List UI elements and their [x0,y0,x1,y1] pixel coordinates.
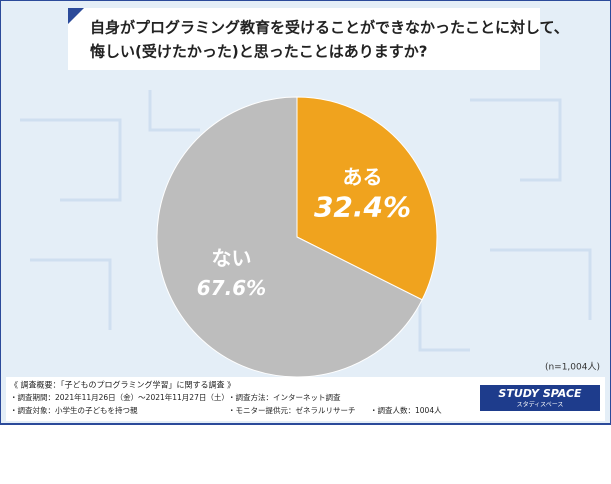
slice-value-label: 32.4% [314,191,411,224]
title-corner [68,8,84,24]
circuit-pattern [20,90,592,352]
footer-item: ・調査方法：インターネット調査 [228,392,341,402]
footer-heading: 《 調査概要：「子どものプログラミング学習」に関する調査 》 [10,380,235,390]
footer-item: ・調査対象：小学生の子どもを持つ親 [10,405,138,415]
footer-item: ・調査期間：2021年11月26日（金）～2021年11月27日（土） [10,392,229,402]
pie-slice [156,96,423,378]
chart-title-line: 悔しい(受けたかった)と思ったことはありますか? [90,43,427,61]
footer-item: ・モニター提供元：ゼネラルリサーチ [228,405,356,415]
logo-kana: スタディスペース [517,401,564,409]
slice-value-label: 67.6% [197,276,266,300]
sample-note: (n=1,004人) [545,362,600,373]
footer-item: ・調査人数：1004人 [370,405,442,415]
logo-name: STUDY SPACE [498,387,582,400]
logo-box [480,385,600,411]
slice-category-label: ない [211,246,251,270]
title-box [68,8,540,70]
chart-title-line: 自身がプログラミング教育を受けることができなかったことに対して、 [90,19,569,37]
slice-category-label: ある [343,165,383,189]
pie-slice [296,96,438,301]
